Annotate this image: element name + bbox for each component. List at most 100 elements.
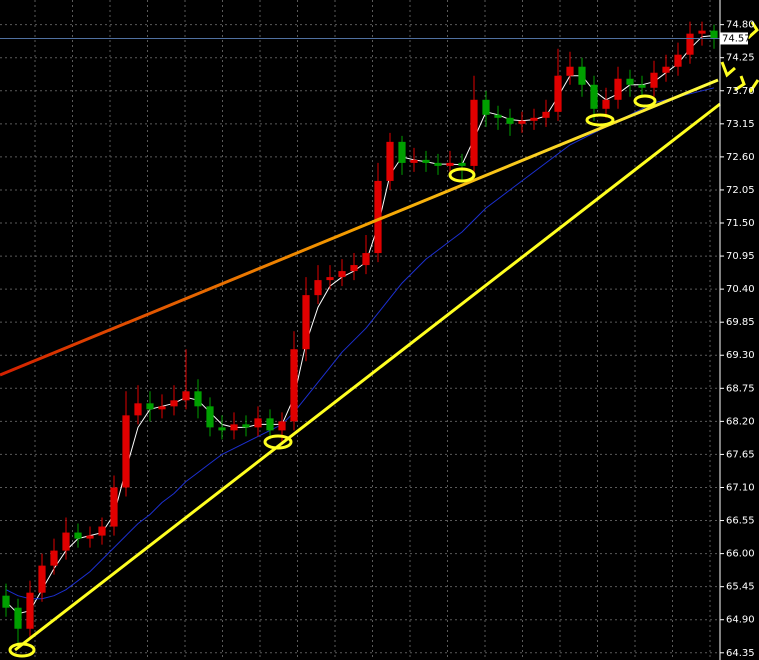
- candle-body: [518, 120, 526, 124]
- candle-body: [278, 421, 286, 431]
- candle-body: [482, 99, 490, 115]
- candle-body: [122, 415, 130, 488]
- y-tick-label: 73.15: [726, 119, 755, 130]
- candle-body: [386, 141, 394, 181]
- candle-body: [218, 427, 226, 431]
- candle-body: [350, 265, 358, 272]
- y-tick-label: 64.90: [726, 615, 755, 626]
- candle-body: [26, 592, 34, 629]
- candle-body: [470, 99, 478, 166]
- arrow: [748, 79, 759, 93]
- candle-body: [554, 75, 562, 112]
- candle-body: [194, 391, 202, 407]
- candle-body: [134, 403, 142, 416]
- candle-body: [74, 532, 82, 539]
- y-tick-label: 69.30: [726, 350, 755, 361]
- y-tick-label: 67.10: [726, 482, 755, 493]
- candle-body: [614, 78, 622, 100]
- candle-body: [542, 111, 550, 118]
- y-tick-label: 65.45: [726, 582, 755, 593]
- candle-body: [410, 159, 418, 163]
- candle-body: [626, 78, 634, 85]
- candle-body: [146, 403, 154, 410]
- candle-body: [566, 66, 574, 76]
- plot: [0, 21, 720, 647]
- candle-body: [182, 391, 190, 401]
- candle-body: [398, 141, 406, 163]
- trend-lines: [0, 21, 759, 658]
- y-tick-label: 74.25: [726, 53, 755, 64]
- candle-body: [14, 607, 22, 629]
- y-tick-label: 74.80: [726, 20, 755, 31]
- candle-body: [2, 595, 10, 608]
- candle-body: [446, 162, 454, 166]
- touch-marker: [8, 642, 36, 658]
- candle-body: [170, 400, 178, 407]
- candle-body: [158, 406, 166, 410]
- y-tick-label: 70.40: [726, 284, 755, 295]
- candle-body: [242, 424, 250, 428]
- candle-body: [686, 33, 694, 55]
- y-tick-label: 64.35: [726, 648, 755, 659]
- candle-body: [494, 114, 502, 118]
- candle-body: [326, 277, 334, 281]
- candle-body: [578, 66, 586, 85]
- y-tick-label: 68.20: [726, 416, 755, 427]
- y-tick-label: 70.95: [726, 251, 755, 262]
- touch-marker: [263, 434, 293, 450]
- candle-body: [50, 550, 58, 566]
- candle-body: [590, 84, 598, 109]
- candle-body: [38, 565, 46, 593]
- y-tick-label: 69.85: [726, 317, 755, 328]
- y-tick-label: 71.50: [726, 218, 755, 229]
- y-tick-label: 72.05: [726, 185, 755, 196]
- candle-body: [338, 271, 346, 278]
- candle-body: [662, 66, 670, 73]
- candle-body: [62, 532, 70, 551]
- trend-line: [14, 102, 721, 652]
- candle-body: [458, 162, 466, 166]
- grid: [0, 0, 720, 660]
- candle-body: [314, 280, 322, 296]
- price-axis: 64.35 64.90 65.45 66.00 66.55 67.10 67.65 68.20…: [719, 0, 755, 660]
- arrow: [734, 75, 746, 92]
- candle-body: [710, 30, 718, 39]
- candle-body: [650, 72, 658, 88]
- candle-body: [362, 253, 370, 266]
- candle-body: [506, 117, 514, 124]
- y-tick-label: 73.70: [726, 86, 755, 97]
- candle-body: [206, 406, 214, 428]
- price-label-box: [720, 32, 748, 45]
- touch-marker: [585, 113, 615, 127]
- y-tick-label: 66.00: [726, 549, 755, 560]
- candle-body: [530, 117, 538, 121]
- candle-body: [674, 54, 682, 67]
- candle-body: [602, 99, 610, 109]
- candle-body: [266, 418, 274, 431]
- candle-body: [290, 349, 298, 422]
- candle-body: [302, 295, 310, 350]
- trend-line: [0, 78, 719, 377]
- candle-body: [638, 84, 646, 88]
- y-tick-label: 66.55: [726, 516, 755, 527]
- candle-body: [374, 180, 382, 254]
- candle-body: [434, 162, 442, 166]
- y-tick-label: 72.60: [726, 152, 755, 163]
- candle-body: [422, 159, 430, 163]
- touch-marker: [633, 94, 657, 108]
- y-tick-label: 67.65: [726, 449, 755, 460]
- touch-marker: [448, 167, 476, 183]
- candle-body: [110, 487, 118, 527]
- y-tick-label: 68.75: [726, 383, 755, 394]
- candle-body: [254, 418, 262, 428]
- ma-line: [5, 87, 715, 600]
- candle-body: [230, 424, 238, 431]
- candle-body: [98, 526, 106, 536]
- price-label: 74.57: [722, 33, 751, 44]
- candle-body: [86, 535, 94, 539]
- candle-body: [698, 30, 706, 34]
- arrow: [747, 21, 759, 40]
- arrow: [720, 61, 736, 78]
